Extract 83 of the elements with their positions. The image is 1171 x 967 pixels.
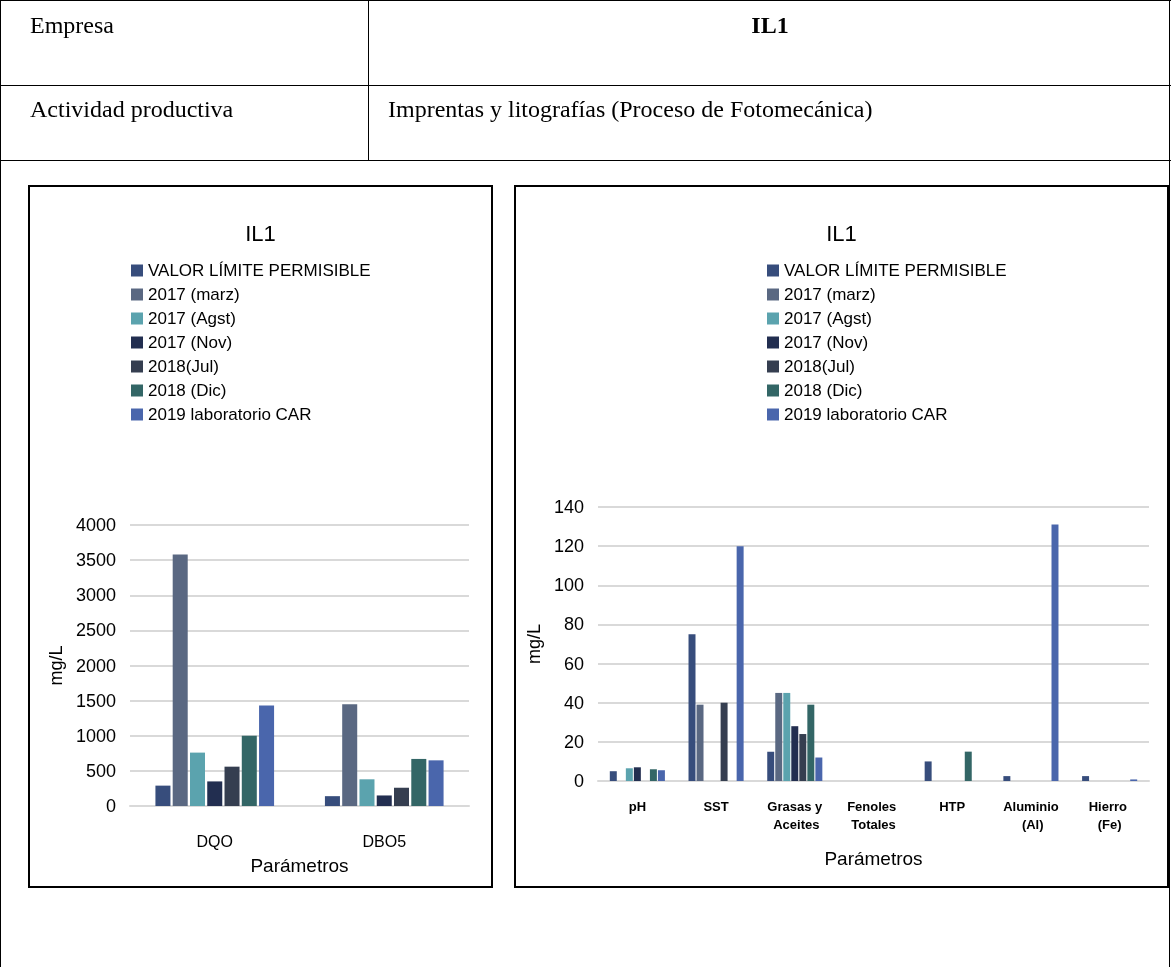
- x-tick-label: Hierro (Fe): [1088, 798, 1131, 832]
- x-tick-label: pH: [628, 798, 647, 814]
- legend-label: 2017 (Nov): [784, 333, 869, 352]
- bar: [359, 779, 375, 806]
- x-tick-label: Grasas y Aceites: [767, 798, 824, 832]
- y-tick-label: 500: [85, 760, 116, 781]
- bar: [964, 751, 972, 781]
- legend-label: 2018(Jul): [148, 357, 219, 376]
- bar: [625, 768, 633, 781]
- bar: [791, 726, 799, 781]
- bar: [259, 705, 275, 806]
- y-tick-label: 120: [553, 536, 584, 557]
- y-tick-label: 20: [563, 731, 584, 752]
- y-tick-label: 80: [563, 614, 584, 635]
- bar: [720, 702, 728, 781]
- bar: [696, 704, 704, 781]
- bar: [609, 771, 617, 781]
- y-axis-title: mg/L: [46, 645, 67, 686]
- y-axis-title: mg/L: [524, 623, 545, 665]
- legend-label: VALOR LÍMITE PERMISIBLE: [784, 261, 1007, 280]
- bar: [428, 760, 444, 806]
- y-tick-label: 0: [105, 796, 116, 816]
- text: IL1: [750, 11, 790, 40]
- x-axis-title: Parámetros: [250, 855, 349, 876]
- y-tick-label: 140: [553, 497, 584, 517]
- text: Imprentas y litografías (Proceso de Fotomecánica): [387, 95, 874, 124]
- legend-label: 2019 laboratorio CAR: [148, 405, 312, 424]
- legend-label: 2018(Jul): [784, 357, 855, 376]
- bar: [1082, 776, 1090, 781]
- y-tick-label: 1500: [75, 690, 116, 711]
- bar: [783, 692, 791, 781]
- y-tick-label: 3000: [75, 585, 116, 606]
- bar: [815, 757, 823, 781]
- x-axis-title: Parámetros: [824, 848, 923, 869]
- bar: [342, 704, 358, 806]
- chart-title: IL1: [826, 220, 857, 246]
- legend-label: 2018 (Dic): [148, 381, 227, 400]
- y-tick-label: 4000: [75, 515, 116, 535]
- y-tick-label: 100: [553, 575, 584, 596]
- y-tick-label: 2500: [75, 620, 116, 641]
- legend-label: 2017 (marz): [148, 285, 240, 304]
- text: Actividad productiva: [29, 95, 235, 124]
- bar: [155, 785, 171, 806]
- legend-label: 2017 (Agst): [784, 309, 872, 328]
- bar: [241, 735, 257, 806]
- x-tick-label: Fenoles Totales: [847, 798, 900, 832]
- bar: [376, 795, 392, 806]
- bar: [207, 781, 223, 806]
- x-tick-label: Aluminio (Al): [1003, 798, 1059, 832]
- bar: [411, 758, 427, 806]
- y-tick-label: 2000: [75, 655, 116, 676]
- bar: [767, 751, 775, 781]
- legend-label: 2017 (Nov): [148, 333, 233, 352]
- y-tick-label: 1000: [75, 725, 116, 746]
- x-tick-label: HTP: [939, 798, 966, 814]
- y-tick-label: 60: [563, 653, 584, 674]
- y-tick-label: 3500: [75, 550, 116, 571]
- bar: [736, 546, 744, 781]
- y-tick-label: 0: [573, 771, 584, 791]
- x-tick-label: SST: [703, 798, 729, 814]
- bar: [799, 734, 807, 781]
- bar: [649, 769, 657, 781]
- legend-label: 2019 laboratorio CAR: [784, 405, 948, 424]
- chart-title: IL1: [245, 220, 276, 246]
- bar: [324, 796, 340, 806]
- bar: [224, 766, 240, 806]
- legend-label: 2018 (Dic): [784, 381, 863, 400]
- bar: [633, 767, 641, 781]
- x-tick-label: DBO5: [362, 832, 407, 850]
- bar: [657, 770, 665, 781]
- x-tick-label: DQO: [196, 832, 233, 850]
- bar: [924, 761, 932, 781]
- bar: [172, 554, 188, 806]
- bar: [807, 704, 815, 781]
- text: Empresa: [29, 11, 115, 40]
- bar: [394, 787, 410, 806]
- legend-label: 2017 (marz): [784, 285, 876, 304]
- legend-label: 2017 (Agst): [148, 309, 236, 328]
- bar: [189, 752, 205, 806]
- bar: [1003, 776, 1011, 781]
- bar: [775, 692, 783, 781]
- y-tick-label: 40: [563, 692, 584, 713]
- legend-label: VALOR LÍMITE PERMISIBLE: [148, 261, 371, 280]
